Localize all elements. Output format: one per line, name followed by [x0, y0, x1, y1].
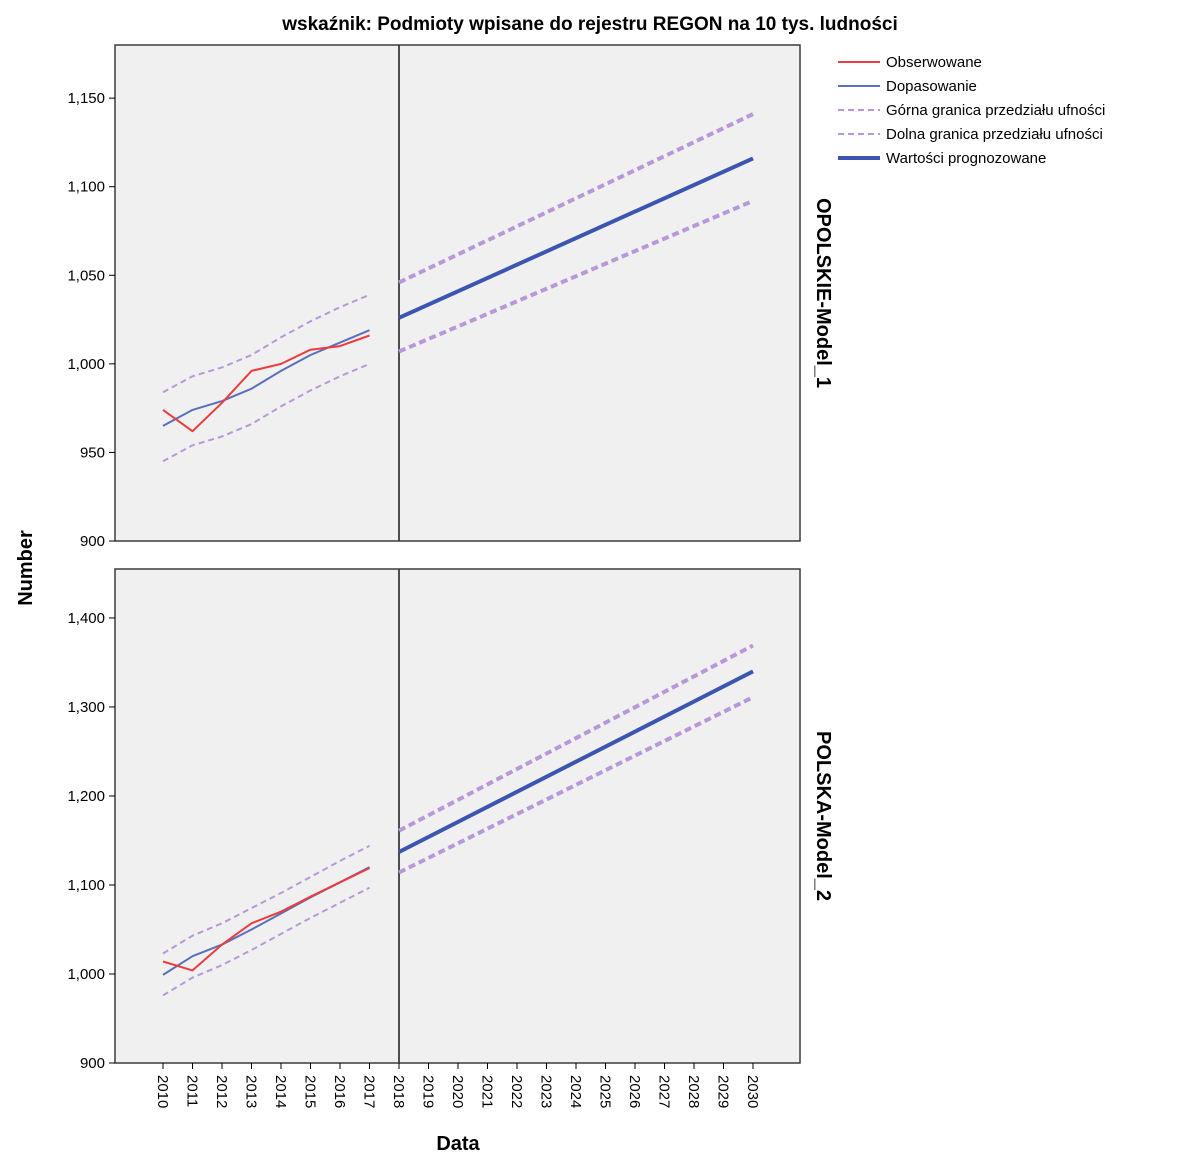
x-axis-ticks: 2010 2011 2012 2013 2014 2015 2016 2017 2018 2019… — [154, 1063, 761, 1108]
y-tick-label: 1,100 — [67, 877, 105, 894]
legend: Obserwowane Dopasowanie Górna granica prze… — [838, 54, 1105, 167]
x-tick-label: 2018 — [390, 1075, 407, 1108]
chart-title: wskaźnik: Podmioty wpisane do rejestru R… — [281, 14, 898, 35]
y-tick-label: 1,200 — [67, 788, 105, 805]
x-tick-label: 2011 — [184, 1075, 201, 1107]
legend-label: Wartości prognozowane — [886, 150, 1046, 167]
legend-label: Dolna granica przedziału ufności — [886, 126, 1103, 143]
fit-lower-bound-line — [162, 886, 370, 997]
x-tick-label: 2019 — [420, 1075, 437, 1108]
y-tick-label: 900 — [80, 533, 105, 550]
y-tick-label: 1,000 — [67, 966, 105, 983]
y-tick-label: 1,050 — [67, 267, 105, 284]
x-tick-label: 2016 — [331, 1075, 348, 1108]
legend-label: Obserwowane — [886, 54, 982, 71]
panel-label: OPOLSKIE-Model_1 — [812, 198, 834, 388]
y-axis-title: Number — [15, 530, 37, 606]
y-tick-label: 1,150 — [67, 90, 105, 107]
fit-upper-bound-line — [162, 293, 370, 394]
legend-label: Dopasowanie — [886, 78, 977, 95]
observed-line — [162, 334, 370, 433]
fit-lower-bound-line — [162, 362, 370, 463]
forecast-lower-bound-line — [398, 199, 754, 354]
x-tick-label: 2025 — [597, 1075, 614, 1108]
x-tick-label: 2027 — [656, 1075, 673, 1108]
x-tick-label: 2013 — [243, 1075, 260, 1108]
forecast-line — [398, 156, 754, 320]
x-tick-label: 2023 — [538, 1075, 555, 1108]
x-tick-label: 2030 — [744, 1075, 761, 1108]
y-tick-label: 950 — [80, 444, 105, 461]
panels-group: 900 950 1,000 1,050 1,100 1,150 OPOLSKIE-Model… — [67, 44, 834, 1072]
y-tick-label: 1,400 — [67, 610, 105, 627]
panel-label: POLSKA-Model_2 — [812, 731, 834, 901]
x-tick-label: 2024 — [567, 1075, 584, 1108]
forecast-upper-bound-line — [398, 643, 754, 833]
x-tick-label: 2026 — [626, 1075, 643, 1108]
x-tick-label: 2017 — [361, 1075, 378, 1108]
y-tick-label: 900 — [80, 1055, 105, 1072]
x-tick-label: 2029 — [715, 1075, 732, 1108]
fit-line — [162, 329, 370, 427]
x-tick-label: 2020 — [449, 1075, 466, 1108]
plot-area — [114, 568, 801, 1064]
x-tick-label: 2010 — [154, 1075, 171, 1108]
x-tick-label: 2014 — [272, 1075, 289, 1108]
x-tick-label: 2028 — [685, 1075, 702, 1108]
fit-upper-bound-line — [162, 844, 370, 955]
x-tick-label: 2021 — [479, 1075, 496, 1108]
x-axis-title: Data — [436, 1133, 480, 1155]
x-tick-label: 2012 — [213, 1075, 230, 1108]
panel-2: 900 1,000 1,100 1,200 1,300 1,400 POLSKA-Model… — [67, 568, 834, 1072]
x-tick-label: 2022 — [508, 1075, 525, 1108]
y-tick-label: 1,100 — [67, 179, 105, 196]
legend-label: Górna granica przedziału ufności — [886, 102, 1105, 119]
forecast-line — [398, 669, 754, 854]
y-tick-label: 1,000 — [67, 356, 105, 373]
panel-1: 900 950 1,000 1,050 1,100 1,150 OPOLSKIE-Model… — [67, 44, 834, 550]
y-tick-label: 1,300 — [67, 699, 105, 716]
observed-line — [162, 867, 370, 972]
x-tick-label: 2015 — [302, 1075, 319, 1108]
